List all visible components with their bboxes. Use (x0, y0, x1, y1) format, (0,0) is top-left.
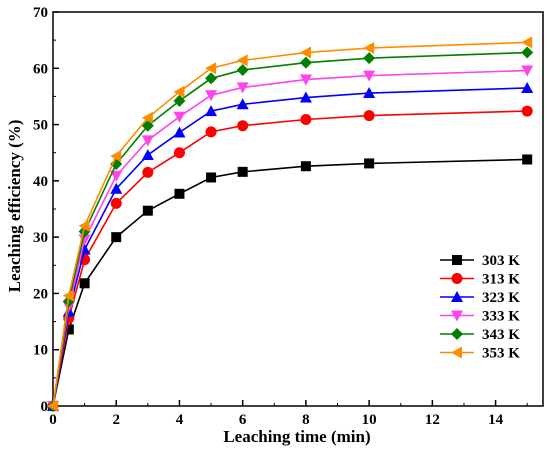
data-point (522, 154, 533, 165)
data-point (110, 182, 123, 194)
x-tick-label: 0 (49, 412, 57, 428)
legend-item: 353 K (440, 346, 520, 362)
x-tick-label: 10 (362, 412, 377, 428)
data-point (173, 94, 186, 107)
data-point (173, 147, 185, 159)
x-axis-label: Leaching time (min) (223, 427, 370, 446)
data-point (205, 105, 218, 117)
series-line (52, 87, 528, 407)
series-2 (47, 81, 534, 411)
data-point (521, 46, 534, 59)
data-point (521, 81, 534, 93)
x-axis: 0 2 4 6 8 10 12 14 (49, 400, 528, 428)
data-point (364, 158, 375, 169)
legend-item: 333 K (440, 309, 520, 325)
data-point (299, 56, 312, 69)
y-axis: 0 10 20 30 40 50 60 70 (33, 5, 59, 415)
legend-marker (451, 328, 463, 340)
data-point (363, 110, 375, 122)
legend-item: 343 K (440, 327, 520, 343)
data-point (521, 105, 533, 117)
legend-item: 313 K (440, 272, 520, 288)
x-tick-label: 6 (239, 412, 247, 428)
legend-label: 353 K (482, 346, 520, 362)
data-point (142, 166, 154, 178)
legend-label: 333 K (482, 309, 520, 325)
series-5 (47, 36, 533, 412)
legend-marker (451, 273, 463, 284)
legend-label: 313 K (482, 272, 520, 288)
data-point (205, 90, 218, 102)
y-tick-label: 0 (41, 399, 49, 415)
data-point (79, 278, 90, 289)
y-tick-label: 10 (33, 343, 48, 359)
data-point (142, 205, 153, 216)
data-point (63, 324, 74, 335)
data-point (173, 111, 186, 123)
data-point (110, 150, 122, 163)
data-point (299, 74, 312, 86)
series-layer (47, 36, 534, 412)
legend-marker (452, 255, 462, 265)
x-tick-label: 4 (176, 412, 184, 428)
legend-label: 343 K (482, 327, 520, 343)
legend-marker (451, 346, 462, 359)
data-point (78, 219, 90, 232)
legend-item: 323 K (440, 290, 520, 306)
legend-marker (451, 291, 463, 302)
data-point (300, 161, 311, 172)
legend-label: 323 K (482, 290, 520, 306)
data-point (110, 197, 122, 209)
data-point (237, 120, 249, 132)
x-tick-label: 14 (488, 412, 504, 428)
data-point (236, 63, 249, 76)
plot-area (52, 11, 544, 407)
y-tick-label: 30 (33, 230, 48, 246)
data-point (236, 82, 249, 94)
legend: 303 K 313 K 323 K 333 K 343 K 353 K (440, 253, 520, 362)
x-tick-label: 2 (112, 412, 120, 428)
data-point (363, 42, 375, 55)
data-point (174, 188, 185, 199)
x-tick-label: 8 (302, 412, 310, 428)
y-axis-label: Leaching efficiency (%) (5, 120, 24, 293)
data-point (111, 232, 122, 243)
data-point (110, 170, 123, 182)
x-tick-label: 12 (425, 412, 440, 428)
y-tick-label: 60 (33, 61, 48, 77)
data-point (141, 111, 153, 124)
data-point (205, 62, 217, 75)
y-tick-label: 50 (33, 118, 48, 134)
data-point (299, 46, 311, 59)
data-point (521, 65, 534, 77)
data-point (236, 98, 249, 110)
data-point (173, 85, 185, 98)
data-point (236, 54, 248, 67)
data-point (363, 87, 376, 99)
data-point (205, 72, 218, 85)
plot-frame (52, 11, 544, 407)
y-tick-label: 40 (33, 174, 48, 190)
data-point (521, 36, 533, 49)
data-point (363, 52, 376, 65)
data-point (141, 148, 154, 160)
legend-label: 303 K (482, 253, 520, 269)
legend-item: 303 K (440, 253, 520, 269)
data-point (47, 400, 58, 412)
data-point (299, 91, 312, 103)
data-point (300, 114, 312, 126)
y-tick-label: 70 (33, 5, 48, 21)
data-point (206, 172, 217, 183)
y-tick-label: 20 (33, 286, 48, 302)
legend-marker (451, 310, 463, 322)
data-point (141, 135, 154, 147)
data-point (173, 126, 186, 138)
data-point (205, 126, 217, 138)
data-point (62, 289, 74, 302)
data-point (363, 70, 376, 82)
data-point (237, 166, 248, 177)
